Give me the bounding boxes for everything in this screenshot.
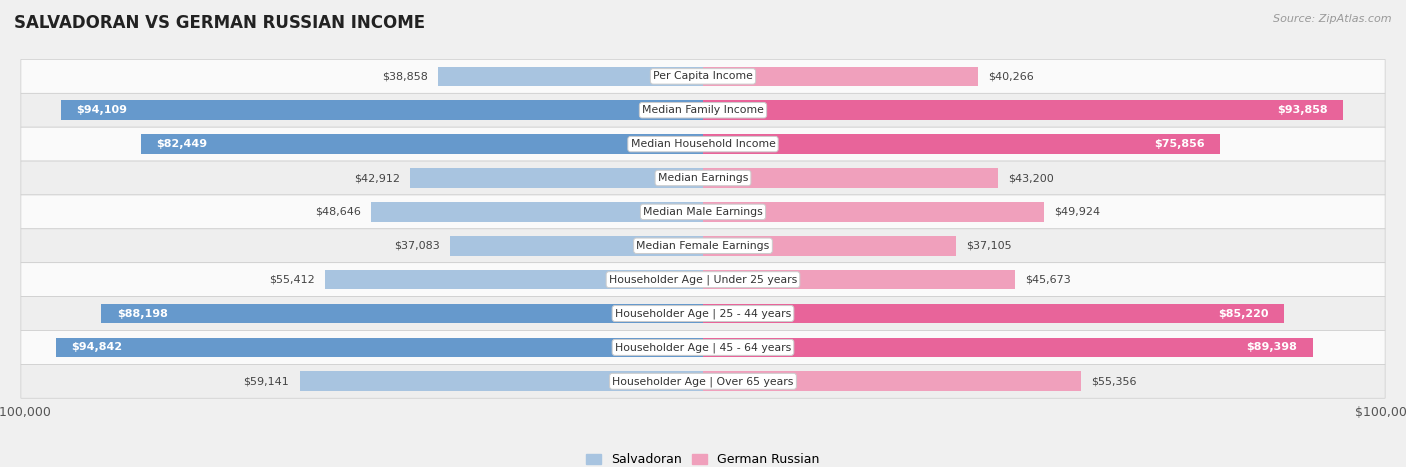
- Text: $89,398: $89,398: [1247, 342, 1298, 353]
- Bar: [703, 134, 1220, 154]
- Bar: [703, 338, 1313, 357]
- Text: $93,858: $93,858: [1277, 105, 1327, 115]
- FancyBboxPatch shape: [21, 263, 1385, 297]
- Text: Median Male Earnings: Median Male Earnings: [643, 207, 763, 217]
- Text: $82,449: $82,449: [156, 139, 207, 149]
- FancyBboxPatch shape: [21, 331, 1385, 364]
- Bar: [437, 66, 703, 86]
- Text: $94,842: $94,842: [72, 342, 122, 353]
- Text: $48,646: $48,646: [315, 207, 361, 217]
- Text: $59,141: $59,141: [243, 376, 290, 386]
- FancyBboxPatch shape: [21, 127, 1385, 161]
- Text: $94,109: $94,109: [76, 105, 128, 115]
- Bar: [703, 270, 1015, 290]
- Bar: [299, 371, 703, 391]
- Text: Median Female Earnings: Median Female Earnings: [637, 241, 769, 251]
- Bar: [703, 202, 1043, 222]
- FancyBboxPatch shape: [21, 161, 1385, 195]
- Bar: [371, 202, 703, 222]
- Bar: [703, 304, 1284, 323]
- Text: Median Household Income: Median Household Income: [630, 139, 776, 149]
- Text: $40,266: $40,266: [988, 71, 1033, 81]
- Text: $55,412: $55,412: [269, 275, 315, 285]
- Text: Householder Age | 25 - 44 years: Householder Age | 25 - 44 years: [614, 308, 792, 319]
- Bar: [411, 168, 703, 188]
- FancyBboxPatch shape: [21, 59, 1385, 93]
- Text: $37,105: $37,105: [966, 241, 1012, 251]
- FancyBboxPatch shape: [21, 195, 1385, 229]
- FancyBboxPatch shape: [21, 93, 1385, 127]
- Text: $75,856: $75,856: [1154, 139, 1205, 149]
- Text: Per Capita Income: Per Capita Income: [652, 71, 754, 81]
- Bar: [325, 270, 703, 290]
- Text: Householder Age | 45 - 64 years: Householder Age | 45 - 64 years: [614, 342, 792, 353]
- FancyBboxPatch shape: [21, 364, 1385, 398]
- Text: Householder Age | Over 65 years: Householder Age | Over 65 years: [612, 376, 794, 387]
- Bar: [101, 304, 703, 323]
- Bar: [141, 134, 703, 154]
- Text: Householder Age | Under 25 years: Householder Age | Under 25 years: [609, 275, 797, 285]
- Bar: [703, 236, 956, 255]
- Bar: [703, 371, 1081, 391]
- Text: $38,858: $38,858: [382, 71, 427, 81]
- Bar: [450, 236, 703, 255]
- Text: $55,356: $55,356: [1091, 376, 1136, 386]
- Text: $85,220: $85,220: [1219, 309, 1270, 318]
- Bar: [703, 100, 1343, 120]
- Text: $42,912: $42,912: [354, 173, 401, 183]
- Text: Source: ZipAtlas.com: Source: ZipAtlas.com: [1274, 14, 1392, 24]
- Text: $37,083: $37,083: [394, 241, 440, 251]
- Bar: [703, 66, 977, 86]
- Text: Median Earnings: Median Earnings: [658, 173, 748, 183]
- FancyBboxPatch shape: [21, 297, 1385, 331]
- Text: Median Family Income: Median Family Income: [643, 105, 763, 115]
- FancyBboxPatch shape: [21, 229, 1385, 263]
- Bar: [56, 338, 703, 357]
- Bar: [703, 168, 998, 188]
- Text: $49,924: $49,924: [1053, 207, 1099, 217]
- Legend: Salvadoran, German Russian: Salvadoran, German Russian: [582, 448, 824, 467]
- Bar: [60, 100, 703, 120]
- Text: $45,673: $45,673: [1025, 275, 1070, 285]
- Text: $88,198: $88,198: [117, 309, 167, 318]
- Text: $43,200: $43,200: [1008, 173, 1053, 183]
- Text: SALVADORAN VS GERMAN RUSSIAN INCOME: SALVADORAN VS GERMAN RUSSIAN INCOME: [14, 14, 425, 32]
